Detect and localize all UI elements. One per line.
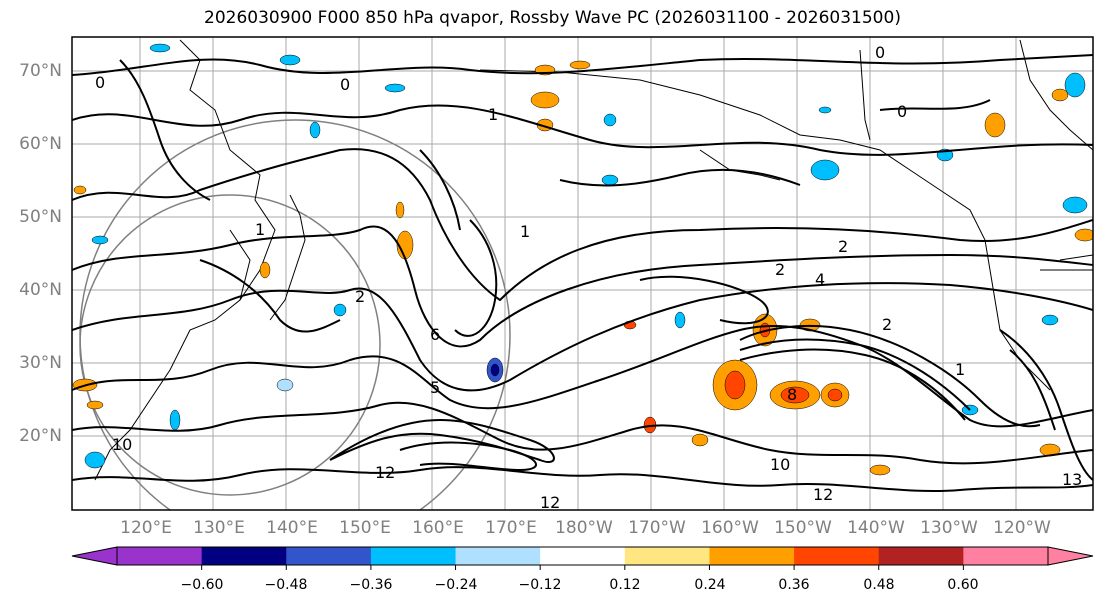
lon-label: 120°E	[120, 518, 172, 538]
contour-label: 0	[95, 73, 105, 92]
lon-label: 160°W	[701, 518, 759, 538]
colorbar-bin	[455, 547, 541, 565]
colorbar-bin	[963, 547, 1049, 565]
colorbar-bin	[286, 547, 372, 565]
lat-label: 70°N	[19, 61, 62, 81]
lon-label: 170°E	[485, 518, 537, 538]
colorbar-tick-label: −0.48	[264, 577, 308, 593]
map-title: 2026030900 F000 850 hPa qvapor, Rossby W…	[204, 8, 901, 28]
contour-label: 1	[955, 360, 965, 379]
contour-labels: 0 0 0 0 1 1 1 1 2 2 2 2 4 5 6 8 10 10 12…	[95, 43, 1082, 512]
colorbar-bin	[370, 547, 457, 565]
anomaly-shading-negative	[84, 43, 1088, 469]
contour-label: 8	[787, 385, 797, 404]
lon-label: 180°W	[555, 518, 613, 538]
lon-label: 130°E	[193, 518, 245, 538]
colorbar-bin	[878, 547, 964, 565]
colorbar-tick-label: 0.12	[609, 577, 641, 593]
colorbar-tick-label: −0.24	[434, 577, 478, 593]
contour-label: 2	[838, 237, 848, 256]
colorbar-tick-label: −0.60	[180, 577, 224, 593]
map-frame	[71, 36, 1094, 511]
colorbar-tick-label: 0.24	[694, 577, 726, 593]
lon-label: 140°E	[266, 518, 318, 538]
colorbar-bin	[624, 547, 710, 565]
colorbar-tick-label: 0.48	[863, 577, 895, 593]
contour-label: 13	[1062, 470, 1082, 489]
colorbar-tick-label: 0.36	[778, 577, 810, 593]
contour-label: 2	[355, 287, 365, 306]
lon-label: 170°W	[628, 518, 686, 538]
colorbar-frame	[116, 546, 1049, 566]
contour-label: 12	[375, 463, 395, 482]
contour-label: 10	[770, 455, 790, 474]
colorbar-tick-label: 0.60	[947, 577, 979, 593]
colorbar-tick-label: −0.12	[518, 577, 562, 593]
lat-label: 60°N	[19, 134, 62, 154]
colorbar-under-arrow	[71, 546, 118, 566]
contour-label: 2	[882, 315, 892, 334]
lon-label: 150°W	[774, 518, 832, 538]
lat-label: 50°N	[19, 207, 62, 227]
contour-label: 6	[430, 325, 440, 344]
contour-label: 0	[875, 43, 885, 62]
lon-label: 160°E	[412, 518, 464, 538]
contour-label: 12	[540, 493, 560, 512]
lon-label: 140°W	[847, 518, 905, 538]
contour-label: 2	[775, 260, 785, 279]
colorbar-bin	[201, 547, 287, 565]
contour-label: 0	[897, 102, 907, 121]
contour-label: 5	[430, 378, 440, 397]
map-panel	[72, 37, 1093, 510]
contour-label: 1	[255, 220, 265, 239]
colorbar-tick-label: −0.36	[349, 577, 393, 593]
lon-label: 150°E	[339, 518, 391, 538]
contour-label: 10	[112, 435, 132, 454]
colorbar	[71, 546, 1094, 570]
contour-label: 4	[815, 270, 825, 289]
lat-label: 40°N	[19, 280, 62, 300]
colorbar-bin	[794, 547, 880, 565]
reference-circles	[79, 119, 511, 510]
contour-label: 1	[520, 222, 530, 241]
contour-label: 12	[813, 485, 833, 504]
contour-label: 1	[488, 105, 498, 124]
colorbar-bin	[117, 547, 203, 565]
colorbar-bin	[709, 547, 795, 565]
colorbar-bin	[540, 547, 626, 565]
lon-label: 120°W	[993, 518, 1051, 538]
colorbar-over-arrow	[1047, 546, 1094, 566]
lat-label: 20°N	[19, 426, 62, 446]
lon-label: 130°W	[920, 518, 978, 538]
lat-label: 30°N	[19, 353, 62, 373]
contour-label: 0	[340, 75, 350, 94]
contour-lines	[72, 54, 1093, 493]
